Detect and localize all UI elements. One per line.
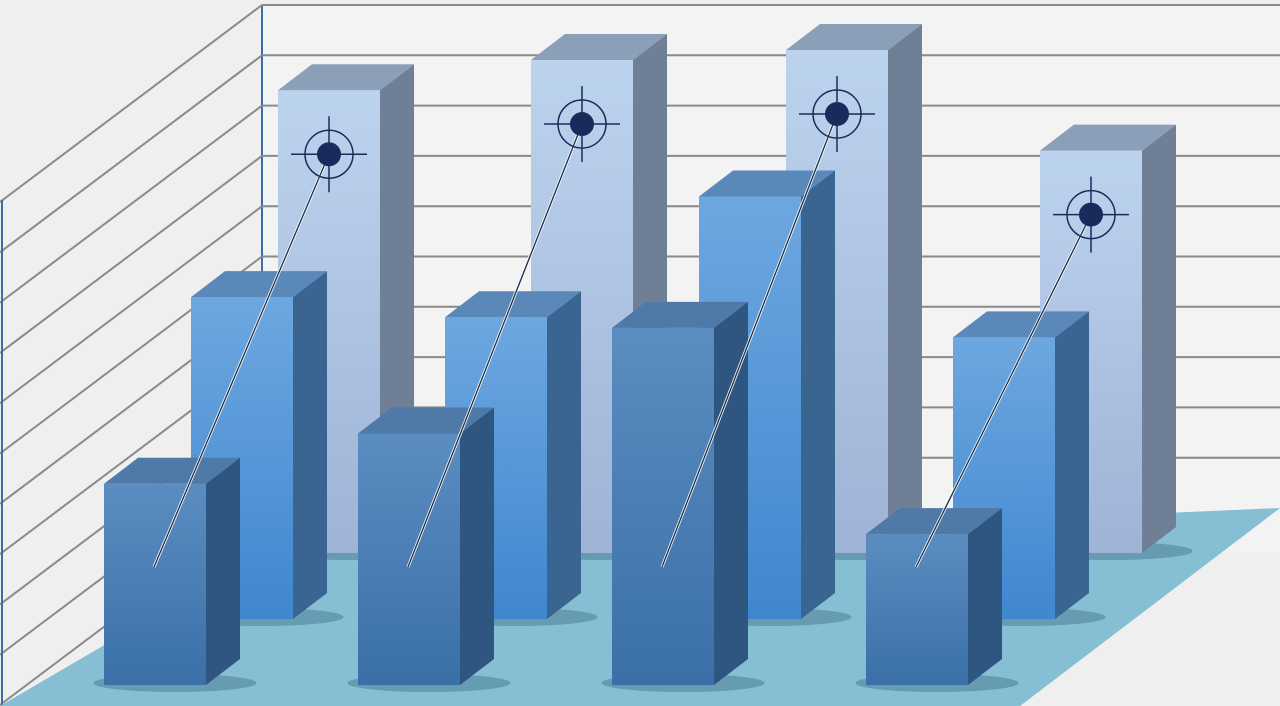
bar-top-face (699, 170, 835, 197)
bar-top-face (531, 34, 667, 61)
bar-front-face (612, 327, 714, 685)
pointer-line (915, 214, 1092, 568)
pointer-line (153, 153, 330, 568)
bar-middle-2 (434, 291, 598, 626)
bars (93, 24, 1193, 692)
side-gridline (0, 4, 263, 203)
target-dot (1079, 202, 1103, 227)
bar-top-face (191, 271, 327, 298)
target-dot (317, 142, 341, 167)
bar-front-4 (855, 508, 1019, 692)
side-gridline (0, 104, 263, 304)
pointer-lines (152, 76, 1129, 568)
bar-front-face (104, 483, 206, 685)
bar-side-face (968, 508, 1002, 685)
bar-side-face (801, 170, 835, 620)
side-gridline (0, 54, 263, 254)
crosshair-target-icon (799, 76, 875, 152)
side-gridline (0, 155, 263, 354)
bar-front-2 (347, 407, 511, 692)
pointer-line (407, 123, 583, 568)
bar-side-face (547, 291, 581, 619)
bar-front-1 (93, 457, 257, 692)
bar-top-face (104, 457, 240, 484)
bar-side-face (293, 271, 327, 619)
bar-top-face (786, 24, 922, 50)
target-dot (825, 102, 849, 126)
bar-side-face (1142, 124, 1176, 553)
bar-top-face (612, 301, 748, 328)
bar-top-face (445, 291, 581, 318)
crosshair-target-icon (1053, 176, 1129, 253)
bar-side-face (206, 457, 240, 685)
bar-side-face (460, 407, 494, 685)
bar-top-face (953, 311, 1089, 338)
crosshair-target-icon (291, 116, 367, 193)
side-gridline (0, 205, 263, 404)
pointer-line (661, 113, 838, 568)
bar-side-face (1055, 311, 1089, 619)
bar-front-face (866, 534, 968, 685)
bar-top-face (358, 407, 494, 434)
bar-front-3 (601, 301, 765, 692)
target-dot (570, 112, 594, 137)
bar-side-face (888, 24, 922, 553)
bar-side-face (714, 301, 748, 685)
crosshair-target-icon (544, 86, 620, 163)
bar-top-face (278, 64, 414, 91)
bar-top-face (866, 508, 1002, 535)
bar-top-face (1040, 124, 1176, 151)
